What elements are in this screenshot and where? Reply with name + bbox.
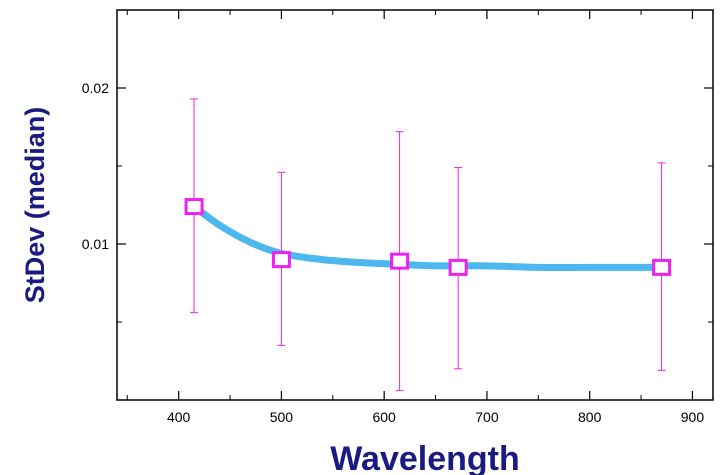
plot-area bbox=[184, 98, 672, 392]
x-tick-label: 500 bbox=[270, 409, 294, 425]
y-axis: 0.01 0.02 bbox=[82, 80, 713, 323]
x-tick-label: 600 bbox=[372, 409, 396, 425]
data-point bbox=[652, 258, 672, 276]
x-axis: 400 500 600 700 800 900 bbox=[126, 10, 705, 425]
y-tick-label: 0.01 bbox=[82, 236, 109, 252]
x-tick-label: 700 bbox=[475, 409, 499, 425]
y-axis-title: StDev (median) bbox=[20, 107, 50, 304]
x-tick-label: 900 bbox=[681, 409, 705, 425]
plot-frame bbox=[116, 9, 714, 401]
x-tick-label: 400 bbox=[167, 409, 191, 425]
x-tick-label: 800 bbox=[578, 409, 602, 425]
fit-curve-line bbox=[190, 203, 666, 272]
x-axis-title: Wavelength bbox=[330, 440, 520, 475]
data-point bbox=[448, 258, 468, 276]
data-point bbox=[184, 198, 204, 216]
data-point bbox=[390, 252, 410, 270]
y-tick-label: 0.02 bbox=[82, 80, 109, 96]
data-point bbox=[271, 251, 291, 269]
